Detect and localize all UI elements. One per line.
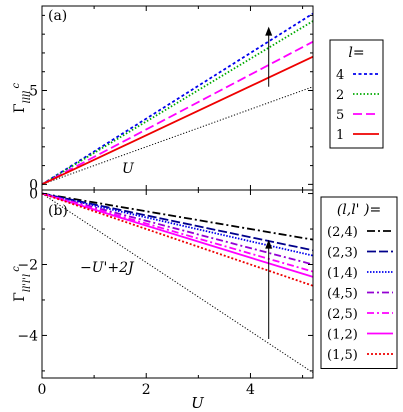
legend-entry-label: (1,2) — [327, 328, 358, 343]
series-line-b-0 — [41, 192, 314, 241]
legend-entry-label: (2,3) — [327, 246, 358, 261]
x-axis-title: U — [191, 394, 205, 412]
y-tick-label: −2 — [17, 257, 38, 273]
series-line-b-3 — [41, 192, 314, 266]
y-tick-label: 0 — [29, 177, 38, 193]
x-tick-label: 0 — [38, 382, 47, 398]
legend-entry-label: (2,5) — [327, 307, 358, 322]
legend-entry-label: (1,4) — [327, 266, 358, 281]
legend-entry-label: (4,5) — [327, 287, 358, 302]
legend-box — [320, 196, 398, 369]
legend-entry-label: 1 — [336, 128, 344, 143]
panel-label: (a) — [48, 8, 67, 24]
series-line-a-1 — [41, 20, 314, 186]
trend-arrow-head — [265, 239, 273, 249]
plot-frame — [41, 189, 314, 379]
y-axis-title: Γllllc — [11, 83, 33, 114]
y-axis-title: Γll'l'lc — [11, 266, 33, 302]
y-tick-label: 0 — [29, 187, 38, 203]
panel-a: 0 5 (a) U Γllllc l= 4 2 5 1 — [11, 5, 384, 193]
y-tick-label: −4 — [17, 328, 38, 344]
reference-label: U — [122, 161, 135, 177]
series-line-a-3 — [41, 55, 314, 186]
x-tick-label: 2 — [142, 382, 151, 398]
series-line-a-2 — [41, 40, 314, 186]
legend-entry-label: (2,4) — [327, 225, 358, 240]
legend-entry-label: (1,5) — [327, 348, 358, 363]
panel-label: (b) — [48, 203, 68, 219]
reference-line — [41, 86, 314, 185]
series-line-a-0 — [41, 12, 314, 186]
legend-entry-label: 4 — [336, 68, 344, 83]
reference-label: −U'+2J — [80, 260, 135, 276]
x-tick-label: 4 — [246, 382, 255, 398]
panel-b: 0 2 4 0 −2 −4 (b) −U'+2J Γll'l'lc U (l,l' )= (2,4) (… — [11, 187, 398, 412]
trend-arrow-head — [265, 26, 273, 36]
legend-entry-label: 2 — [336, 88, 344, 103]
reference-line — [41, 193, 314, 374]
y-tick-label: 5 — [29, 83, 38, 99]
legend-entry-label: 5 — [336, 108, 344, 123]
legend-title: (l,l' )= — [337, 202, 381, 218]
series-line-b-5 — [41, 192, 314, 278]
series-line-b-1 — [41, 192, 314, 252]
legend-title: l= — [348, 45, 364, 61]
